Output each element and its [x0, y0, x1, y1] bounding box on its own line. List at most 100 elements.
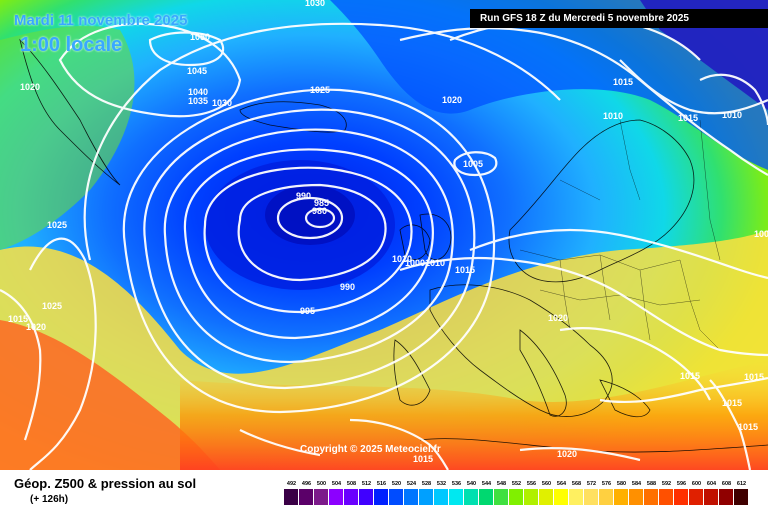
scale-tick-label: 552 [512, 481, 521, 487]
scale-swatch [374, 489, 388, 505]
scale-swatch [644, 489, 658, 505]
scale-swatch [599, 489, 613, 505]
scale-tick-label: 584 [632, 481, 642, 487]
isobar-label: 1020 [20, 82, 40, 92]
isobar-label: 1000 [405, 258, 425, 268]
low-center-fill [265, 185, 355, 245]
legend-subtitle: (+ 126h) [30, 494, 69, 505]
scale-swatch [329, 489, 343, 505]
isobar-label: 1015 [680, 371, 700, 381]
isobar-label: 1015 [738, 422, 758, 432]
scale-swatch [284, 489, 298, 505]
isobar-label: 1005 [754, 229, 768, 239]
scale-swatch [554, 489, 568, 505]
scale-tick-label: 560 [542, 481, 551, 487]
scale-tick-label: 528 [422, 481, 431, 487]
scale-tick-label: 532 [437, 481, 446, 487]
isobar-label: 1020 [26, 322, 46, 332]
scale-tick-label: 512 [362, 481, 371, 487]
isobar-label: 1025 [47, 220, 67, 230]
scale-tick-label: 568 [572, 481, 581, 487]
copyright-text: Copyright © 2025 Meteociel.fr [300, 444, 441, 455]
run-info-banner: Run GFS 18 Z du Mercredi 5 novembre 2025 [470, 9, 768, 28]
scale-tick-label: 588 [647, 481, 656, 487]
scale-tick-label: 608 [722, 481, 731, 487]
isobar-label: 1010 [603, 111, 623, 121]
scale-tick-label: 520 [392, 481, 401, 487]
scale-swatch [404, 489, 418, 505]
isobar-label: 1030 [212, 98, 232, 108]
scale-tick-label: 580 [617, 481, 626, 487]
forecast-time: 1:00 locale [20, 34, 123, 56]
isobar-label: 1020 [548, 313, 568, 323]
scale-tick-label: 572 [587, 481, 596, 487]
legend-title: Géop. Z500 & pression au sol [14, 476, 197, 491]
scale-swatch [524, 489, 538, 505]
scale-tick-label: 612 [737, 481, 746, 487]
scale-tick-label: 592 [662, 481, 671, 487]
isobar-label: 1015 [8, 314, 28, 324]
scale-tick-label: 492 [287, 481, 296, 487]
scale-tick-label: 556 [527, 481, 536, 487]
scale-tick-label: 548 [497, 481, 506, 487]
scale-swatch [419, 489, 433, 505]
isobar-label: 1015 [678, 113, 698, 123]
isobar-label: 1005 [463, 159, 483, 169]
isobar-labels: 1030 1050 1045 1040 1035 1030 1020 1025 … [8, 0, 768, 464]
isobar-label: 1030 [305, 0, 325, 8]
isobar-label: 1010 [425, 258, 445, 268]
isobar-label: 1015 [613, 77, 633, 87]
scale-swatch [734, 489, 748, 505]
isobar-label: 1025 [42, 301, 62, 311]
isobar-label: 985 [314, 198, 329, 208]
south-hot-fill [0, 320, 220, 470]
scale-tick-label: 536 [452, 481, 461, 487]
isobar-label: 980 [312, 206, 327, 216]
scale-tick-label: 524 [407, 481, 417, 487]
scale-swatch [299, 489, 313, 505]
scale-tick-label: 600 [692, 481, 701, 487]
isobar-label: 990 [296, 191, 311, 201]
scale-tick-label: 596 [677, 481, 686, 487]
scale-swatch [509, 489, 523, 505]
country-borders [519, 119, 721, 351]
scale-swatch [719, 489, 733, 505]
forecast-date: Mardi 11 novembre 2025 [14, 12, 188, 29]
isobar-label: 1015 [455, 265, 475, 275]
scale-tick-label: 500 [317, 481, 326, 487]
scale-tick-label: 516 [377, 481, 386, 487]
scale-swatch [434, 489, 448, 505]
scale-swatch [479, 489, 493, 505]
greenland-ridge-fill [0, 25, 135, 250]
scale-tick-label: 504 [332, 481, 342, 487]
isobar-label: 1010 [722, 110, 742, 120]
scale-swatch [704, 489, 718, 505]
isobar-label: 1015 [413, 454, 433, 464]
scale-swatch [464, 489, 478, 505]
scale-tick-label: 576 [602, 481, 611, 487]
isobar-label: 1045 [187, 66, 207, 76]
scale-swatch [674, 489, 688, 505]
isobar-label: 995 [300, 306, 315, 316]
scale-tick-label: 564 [557, 481, 567, 487]
scale-tick-label: 496 [302, 481, 311, 487]
isobar-label: 1040 [188, 87, 208, 97]
scale-swatch [449, 489, 463, 505]
scale-swatch [494, 489, 508, 505]
isobar-label: 1025 [310, 85, 330, 95]
isobar-label: 1050 [190, 32, 210, 42]
scale-swatch [359, 489, 373, 505]
scale-swatch [584, 489, 598, 505]
isobar-label: 1035 [188, 96, 208, 106]
isobar-label: 1020 [442, 95, 462, 105]
color-scale: 492 496 500 504 508 512 516 520 524 528 532 536 540 5… [284, 481, 748, 505]
scale-swatch [629, 489, 643, 505]
scale-tick-label: 508 [347, 481, 356, 487]
south-orange-fill [180, 360, 768, 470]
scale-tick-label: 540 [467, 481, 476, 487]
ne-trough-fill [330, 0, 768, 170]
z500-pressure-map: 1030 1050 1045 1040 1035 1030 1020 1025 … [0, 0, 768, 470]
scale-swatch [314, 489, 328, 505]
isobar-label: 1015 [722, 398, 742, 408]
